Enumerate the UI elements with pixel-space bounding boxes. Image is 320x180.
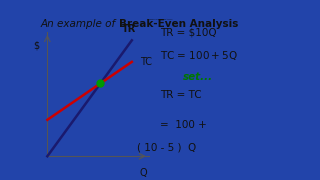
Text: An example of: An example of [41,19,119,29]
Text: An example of Break-Even Analysis: An example of Break-Even Analysis [147,19,173,20]
Text: Break-Even Analysis: Break-Even Analysis [119,19,238,29]
Text: $: $ [33,40,39,50]
Text: TC: TC [140,57,152,67]
Text: =  100 +: = 100 + [160,120,207,130]
Text: TR = TC: TR = TC [160,90,202,100]
Text: set...: set... [182,72,213,82]
Text: ( 10 - 5 )  Q: ( 10 - 5 ) Q [138,143,197,153]
Text: TC = $100 + $5Q: TC = $100 + $5Q [160,49,238,62]
Text: TR = $10Q: TR = $10Q [160,27,217,37]
Text: Q: Q [139,168,147,178]
Text: TR: TR [122,24,136,34]
